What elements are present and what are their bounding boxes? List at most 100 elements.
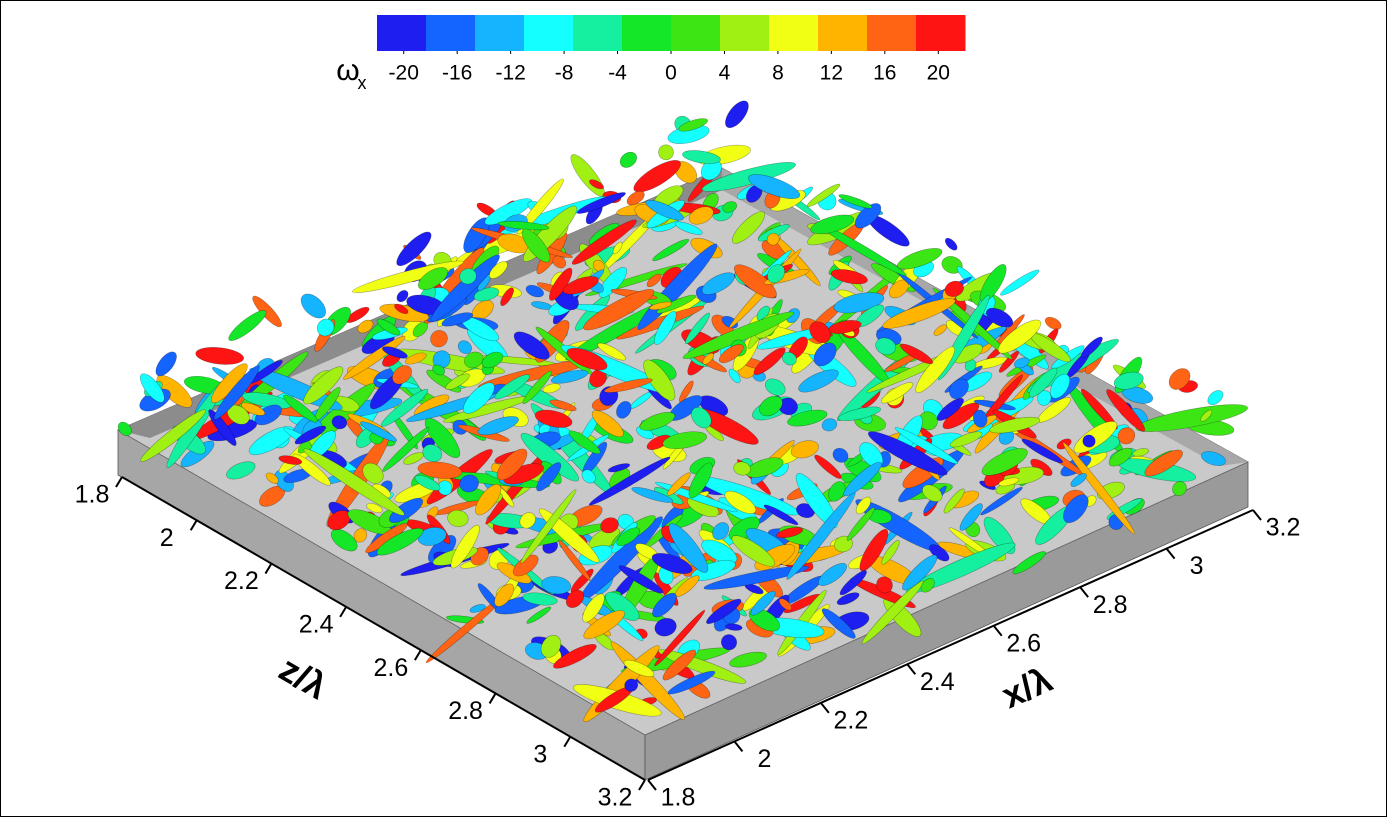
vortex xyxy=(846,507,875,541)
vortex xyxy=(457,340,472,355)
vortex xyxy=(316,318,335,337)
vortex xyxy=(497,220,550,231)
colorbar-segment xyxy=(475,15,525,51)
vortex xyxy=(441,312,474,327)
vortex xyxy=(782,351,797,366)
vortex xyxy=(795,473,838,529)
vortex xyxy=(691,406,712,429)
tick-mark xyxy=(339,606,348,618)
tick-label: 3.2 xyxy=(1266,514,1301,542)
vortex xyxy=(469,604,486,613)
vortex xyxy=(525,284,544,298)
vortex xyxy=(576,192,626,214)
vortex xyxy=(376,527,424,556)
vortex xyxy=(139,373,165,403)
vortex xyxy=(733,264,777,299)
vortex xyxy=(720,634,738,651)
colorbar-label-sub: x xyxy=(358,73,367,93)
vortex xyxy=(859,529,889,572)
vortex xyxy=(1013,357,1030,369)
vortex xyxy=(300,293,327,319)
vortex xyxy=(731,535,776,567)
vortex xyxy=(396,290,409,303)
vortex xyxy=(703,565,809,590)
vortex xyxy=(920,578,935,593)
vortex xyxy=(649,301,673,311)
tick-mark xyxy=(189,519,198,531)
vortex-layer xyxy=(117,100,1248,723)
vortex xyxy=(814,454,842,479)
colorbar-tick-label: 16 xyxy=(873,62,896,85)
vortex xyxy=(392,365,412,385)
vortex xyxy=(1117,427,1136,445)
colorbar-segment xyxy=(769,15,819,51)
vortex xyxy=(688,462,713,499)
vortex xyxy=(1012,551,1046,575)
vortex xyxy=(522,370,552,405)
vortex xyxy=(667,670,716,695)
vortex xyxy=(985,307,1014,328)
vortex xyxy=(776,527,804,539)
vortex xyxy=(1063,494,1089,524)
vortex xyxy=(678,380,694,403)
colorbar-segment xyxy=(818,15,868,51)
tick-label: 2 xyxy=(160,524,174,552)
vortex xyxy=(417,267,449,291)
vortex xyxy=(646,273,662,288)
vortex xyxy=(964,359,977,372)
colorbar-segment xyxy=(622,15,672,51)
vortex xyxy=(616,527,641,546)
vortex xyxy=(195,347,244,365)
tick-mark xyxy=(488,692,497,704)
tick-mark xyxy=(563,736,572,748)
vortex xyxy=(623,659,655,678)
vortex xyxy=(786,492,856,580)
tick-mark xyxy=(115,476,123,488)
colorbar-segment xyxy=(720,15,770,51)
tick-mark xyxy=(906,663,917,675)
vortex xyxy=(583,289,655,331)
vortex xyxy=(836,592,860,606)
vortex xyxy=(362,462,384,484)
vortex xyxy=(722,201,738,213)
vortex xyxy=(445,373,470,390)
vortex xyxy=(843,461,882,497)
vortex xyxy=(668,523,709,573)
vortex xyxy=(949,378,969,400)
vortex xyxy=(902,554,938,591)
vortex xyxy=(896,248,943,270)
vortex xyxy=(1049,373,1071,399)
vortex xyxy=(1168,368,1191,390)
vortex xyxy=(1000,269,1040,296)
vortex xyxy=(633,160,681,193)
vortex xyxy=(832,447,849,463)
vortex xyxy=(294,425,327,445)
vortex xyxy=(278,455,303,465)
vortex xyxy=(1207,390,1224,406)
vortex xyxy=(331,415,348,430)
vortex xyxy=(414,474,441,491)
vortex xyxy=(989,416,1041,434)
vortex xyxy=(612,241,623,255)
vortex xyxy=(998,477,1020,487)
vortex xyxy=(519,512,536,529)
vortex xyxy=(702,352,715,365)
vortex xyxy=(662,649,697,681)
vortex xyxy=(241,402,266,416)
vortex xyxy=(766,232,780,246)
vortex xyxy=(651,553,693,574)
vortex xyxy=(933,324,948,336)
colorbar-tick-label: -16 xyxy=(442,62,472,85)
colorbar-segment xyxy=(671,15,721,51)
vortex xyxy=(459,268,477,285)
vortex xyxy=(944,237,958,251)
vortex xyxy=(725,100,749,129)
vortex xyxy=(899,343,934,365)
tick-mark xyxy=(733,740,744,753)
vortex xyxy=(459,474,479,493)
colorbar-segment xyxy=(573,15,623,51)
vortex xyxy=(571,219,637,265)
vortex xyxy=(997,319,1042,354)
vortex xyxy=(817,563,848,586)
